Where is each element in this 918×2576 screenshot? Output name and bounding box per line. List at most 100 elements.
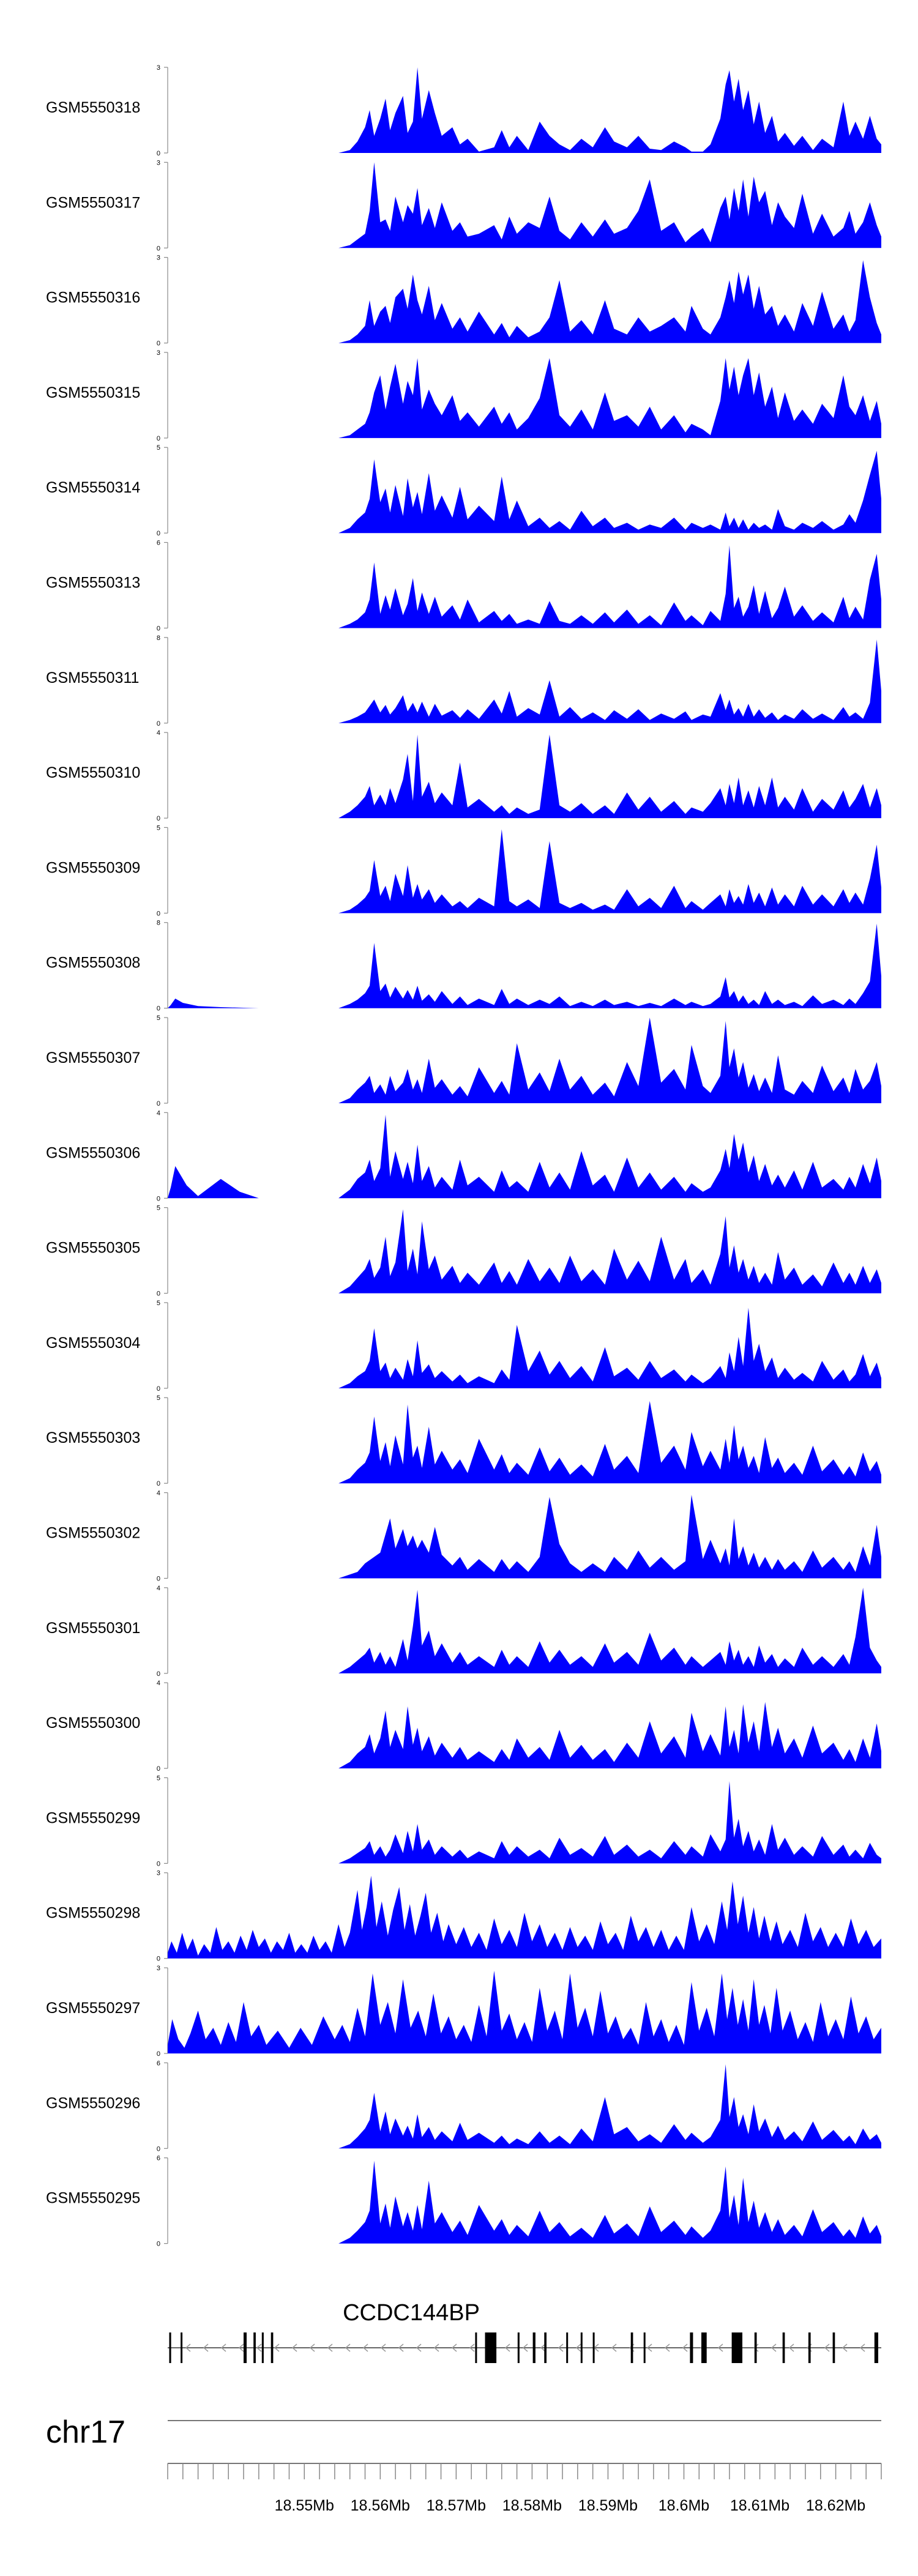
coverage-area bbox=[168, 1114, 881, 1199]
axis-ticks: 18.55Mb 18.56Mb 18.57Mb 18.58Mb 18.59Mb 18.6M… bbox=[167, 2463, 882, 2514]
track-label: GSM5550296 bbox=[46, 2094, 140, 2112]
ytick-label-zero: 0 bbox=[157, 1100, 160, 1107]
exon bbox=[544, 2332, 547, 2363]
ytick-label-zero: 0 bbox=[157, 1576, 160, 1583]
strand-arrow bbox=[824, 2343, 830, 2352]
ytick-label-zero: 0 bbox=[157, 1765, 160, 1773]
axis-tick-label: 18.62Mb bbox=[806, 2497, 865, 2514]
ytick-label-zero: 0 bbox=[157, 1860, 160, 1867]
coverage-area bbox=[168, 67, 881, 153]
track-label: GSM5550308 bbox=[46, 955, 140, 972]
track-label: GSM5550304 bbox=[46, 1335, 140, 1352]
strand-arrow bbox=[416, 2343, 422, 2352]
exon bbox=[261, 2332, 264, 2363]
axis-tick-label: 18.55Mb bbox=[275, 2497, 334, 2514]
track-GSM5550300: GSM5550300 4 0 bbox=[46, 1680, 881, 1773]
exon bbox=[782, 2332, 785, 2363]
strand-arrow bbox=[327, 2343, 333, 2352]
exon bbox=[701, 2332, 707, 2363]
strand-arrow bbox=[469, 2343, 475, 2352]
track-label: GSM5550315 bbox=[46, 384, 140, 401]
coverage-area bbox=[168, 2161, 881, 2244]
ytick-label-max: 3 bbox=[157, 349, 160, 357]
exon bbox=[754, 2332, 757, 2363]
exon bbox=[181, 2332, 183, 2363]
coverage-area bbox=[168, 734, 881, 819]
exon bbox=[532, 2332, 536, 2363]
track-GSM5550305: GSM5550305 5 0 bbox=[46, 1205, 881, 1298]
ytick-label-max: 3 bbox=[157, 1965, 160, 1972]
coverage-area bbox=[168, 923, 881, 1008]
strand-arrow bbox=[185, 2343, 191, 2352]
track-GSM5550303: GSM5550303 5 0 bbox=[46, 1394, 881, 1487]
strand-arrow bbox=[220, 2343, 226, 2352]
ytick-label-max: 5 bbox=[157, 1774, 160, 1782]
exon bbox=[630, 2332, 633, 2363]
strand-arrow bbox=[753, 2343, 759, 2352]
track-GSM5550316: GSM5550316 3 0 bbox=[46, 255, 881, 348]
strand-arrow bbox=[504, 2343, 510, 2352]
track-label: GSM5550303 bbox=[46, 1429, 140, 1446]
strand-arrow bbox=[558, 2343, 564, 2352]
axis-tick-label: 18.6Mb bbox=[659, 2497, 709, 2514]
track-GSM5550301: GSM5550301 4 0 bbox=[46, 1585, 881, 1678]
ytick-label-max: 3 bbox=[157, 1870, 160, 1877]
coverage-tracks: GSM555031830GSM555031730GSM555031630GSM5… bbox=[46, 64, 881, 2248]
strand-arrow bbox=[842, 2343, 848, 2352]
ytick-label-zero: 0 bbox=[157, 2050, 160, 2058]
track-GSM5550304: GSM5550304 5 0 bbox=[46, 1300, 881, 1393]
ytick-label-max: 4 bbox=[157, 1680, 160, 1687]
ytick-label-max: 5 bbox=[157, 444, 160, 452]
ytick-label-zero: 0 bbox=[157, 245, 160, 252]
exon bbox=[566, 2332, 569, 2363]
strand-arrow bbox=[682, 2343, 688, 2352]
strand-arrow bbox=[238, 2343, 244, 2352]
strand-arrow bbox=[451, 2343, 457, 2352]
track-GSM5550314: GSM5550314 5 0 bbox=[46, 444, 881, 537]
strand-arrow bbox=[433, 2343, 439, 2352]
strand-arrow bbox=[203, 2343, 209, 2352]
ytick-label-max: 6 bbox=[157, 2060, 160, 2067]
coverage-area bbox=[168, 1018, 881, 1103]
track-label: GSM5550302 bbox=[46, 1525, 140, 1542]
track-GSM5550310: GSM5550310 4 0 bbox=[46, 729, 881, 822]
strand-arrow bbox=[664, 2343, 670, 2352]
strand-arrow bbox=[362, 2343, 368, 2352]
strand-arrow bbox=[291, 2343, 297, 2352]
track-label: GSM5550313 bbox=[46, 575, 140, 592]
track-GSM5550296: GSM5550296 6 0 bbox=[46, 2060, 881, 2153]
coverage-area bbox=[168, 1308, 881, 1388]
exon bbox=[169, 2332, 171, 2363]
coverage-area bbox=[168, 162, 881, 248]
coverage-area bbox=[168, 450, 881, 534]
coverage-area bbox=[168, 1970, 881, 2053]
exon bbox=[832, 2332, 835, 2363]
track-GSM5550317: GSM5550317 3 0 bbox=[46, 159, 881, 252]
coverage-area bbox=[168, 639, 881, 723]
ytick-label-zero: 0 bbox=[157, 150, 160, 157]
coverage-area bbox=[168, 1781, 881, 1864]
strand-arrow bbox=[575, 2343, 581, 2352]
track-label: GSM5550318 bbox=[46, 99, 140, 116]
track-GSM5550298: GSM5550298 3 0 bbox=[46, 1870, 881, 1963]
exon bbox=[244, 2332, 247, 2363]
ytick-label-zero: 0 bbox=[157, 340, 160, 348]
ytick-label-zero: 0 bbox=[157, 1670, 160, 1678]
strand-arrow bbox=[540, 2343, 546, 2352]
ytick-label-max: 3 bbox=[157, 64, 160, 72]
ytick-label-max: 5 bbox=[157, 1205, 160, 1212]
track-GSM5550297: GSM5550297 3 0 bbox=[46, 1965, 881, 2058]
track-label: GSM5550300 bbox=[46, 1714, 140, 1732]
ytick-label-zero: 0 bbox=[157, 530, 160, 537]
strand-arrow bbox=[859, 2343, 865, 2352]
ytick-label-zero: 0 bbox=[157, 2145, 160, 2153]
exon bbox=[808, 2332, 811, 2363]
track-label: GSM5550314 bbox=[46, 479, 140, 496]
genome-axis: chr17 18.55Mb 18.56Mb 18.57Mb 18.58Mb 18.59M… bbox=[46, 2414, 882, 2514]
ytick-label-zero: 0 bbox=[157, 1385, 160, 1393]
ytick-label-max: 8 bbox=[157, 635, 160, 642]
strand-arrow bbox=[380, 2343, 386, 2352]
track-GSM5550307: GSM5550307 5 0 bbox=[46, 1014, 881, 1107]
track-GSM5550302: GSM5550302 4 0 bbox=[46, 1490, 881, 1583]
strand-arrow bbox=[256, 2343, 262, 2352]
